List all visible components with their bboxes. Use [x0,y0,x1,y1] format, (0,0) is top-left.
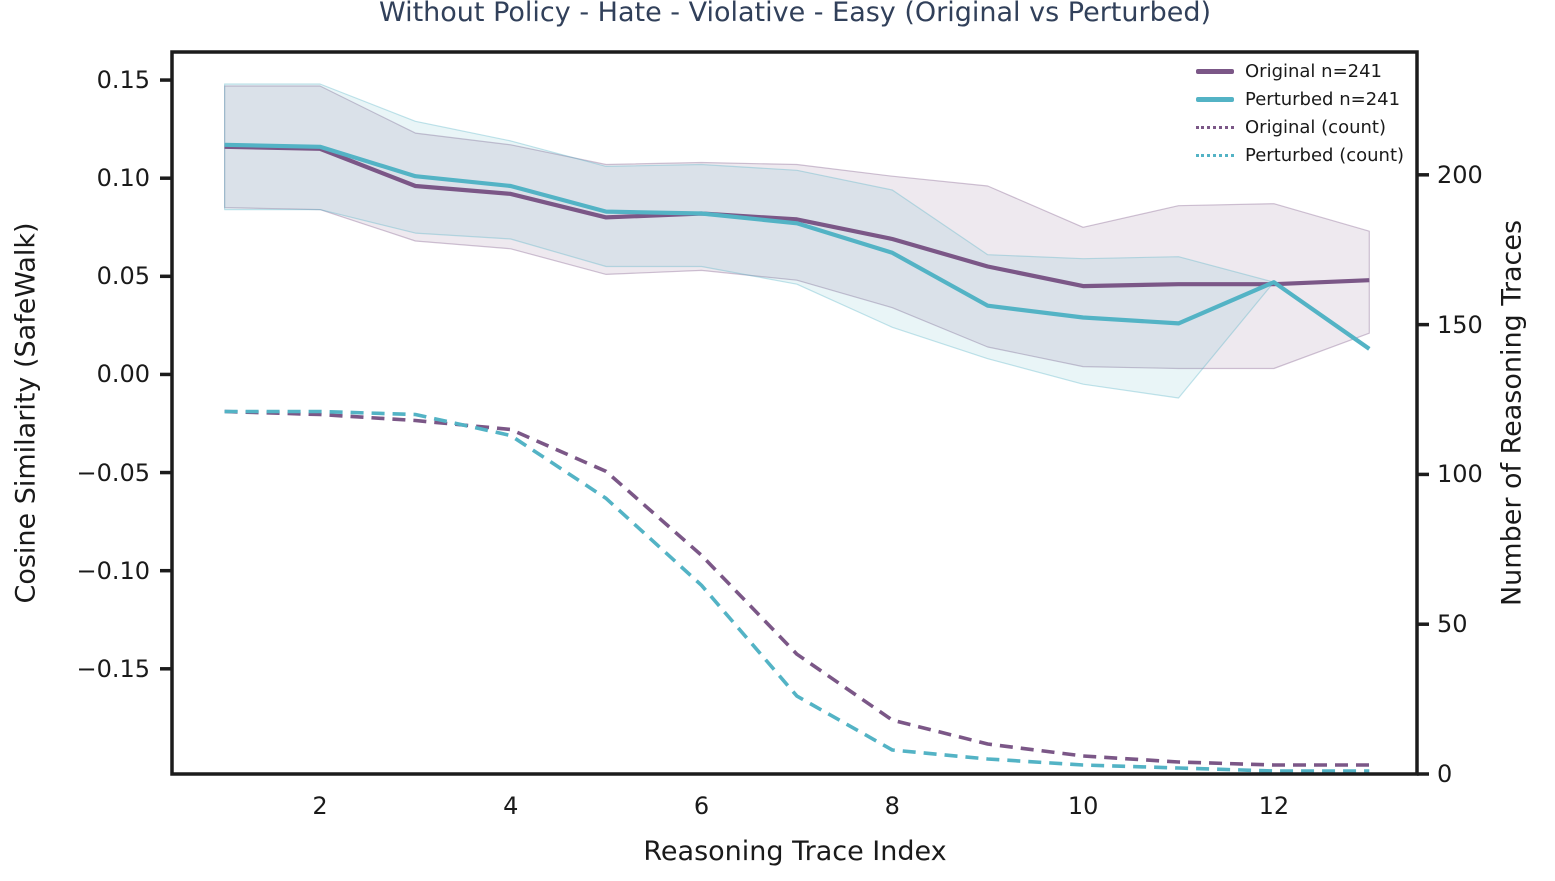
perturbed-count-line [224,409,1370,773]
y-left-tick-label: −0.10 [76,556,150,585]
y-right-tick-label: 150 [1437,310,1483,339]
y-left-tick-label: 0.00 [96,360,150,389]
legend-item: Original (count) [1196,117,1404,138]
y-left-tick-label: 0.10 [96,164,150,193]
legend-perturbed-dotted-line-icon [1196,154,1234,157]
x-tick-label: 8 [884,792,900,820]
legend-original-dotted-line-icon [1196,126,1234,129]
y-left-tick-label: 0.05 [96,262,150,291]
y-right-tick-label: 50 [1437,610,1468,639]
legend-item: Perturbed (count) [1196,145,1404,166]
original-confidence-band [224,85,1370,370]
x-tick-label: 6 [693,792,710,820]
y-left-axis-label: Cosine Similarity (SafeWalk) [10,222,42,604]
x-tick-label: 10 [1067,792,1099,820]
perturbed-mean-line [224,142,1371,351]
legend-label: Perturbed n=241 [1245,89,1401,110]
legend-label: Perturbed (count) [1245,145,1405,166]
legend-label: Original (count) [1245,117,1386,138]
y-left-tick-label: −0.15 [76,654,150,683]
legend-perturbed-solid-line-icon [1196,97,1234,102]
y-right-tick-label: 0 [1437,760,1453,788]
original-mean-line [224,144,1370,289]
legend-item: Perturbed n=241 [1196,89,1404,110]
y-left-tick-label: −0.05 [76,458,150,487]
y-right-tick-label: 100 [1437,460,1483,489]
chart-title: Without Policy - Hate - Violative - Easy… [378,0,1212,28]
plot-frame [170,50,1419,776]
legend-original-solid-line-icon [1196,69,1234,74]
x-axis-label: Reasoning Trace Index [643,836,947,867]
legend: Original n=241 Perturbed n=241 Original (c… [1196,61,1404,166]
y-left-tick-label: 0.15 [96,66,150,95]
y-right-tick-label: 200 [1437,160,1483,189]
x-tick-label: 12 [1258,792,1290,820]
y-right-axis-label: Number of Reasoning Traces [1496,219,1528,607]
x-tick-label: 4 [503,792,519,820]
legend-label: Original n=241 [1245,61,1383,82]
perturbed-confidence-band [224,83,1275,399]
original-count-line [224,409,1370,767]
legend-item: Original n=241 [1196,61,1404,82]
x-tick-label: 2 [312,792,328,820]
